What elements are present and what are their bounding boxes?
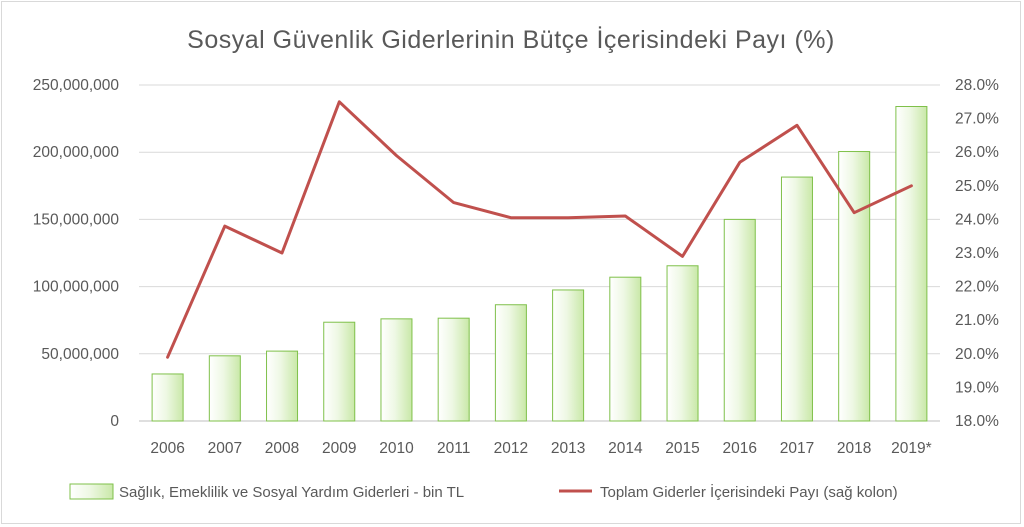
bar [895,106,928,422]
y-left-tick-label: 150,000,000 [33,211,120,228]
bar [380,318,413,422]
bar [838,151,871,422]
x-tick-label: 2018 [837,440,871,457]
y-right-tick-label: 25.0% [955,178,999,195]
x-tick-label: 2006 [150,440,184,457]
x-tick-label: 2016 [723,440,757,457]
y-left-tick-label: 250,000,000 [33,77,120,94]
x-tick-label: 2008 [265,440,299,457]
line-series [166,100,913,359]
y-left-tick-label: 100,000,000 [33,279,120,296]
bar [666,265,699,422]
bar [609,276,642,422]
bar [552,289,585,422]
x-tick-label: 2017 [780,440,814,457]
x-tick-label: 2012 [494,440,528,457]
gridlines [139,84,940,422]
y-right-tick-label: 27.0% [955,111,999,128]
y-right-tick-label: 24.0% [955,211,999,228]
x-tick-label: 2007 [208,440,242,457]
chart-title: Sosyal Güvenlik Giderlerinin Bütçe İçeri… [187,25,835,54]
bar [208,355,241,422]
y-right-tick-label: 26.0% [955,144,999,161]
bar [266,350,299,422]
x-tick-label: 2011 [437,440,470,457]
x-tick-label: 2015 [665,440,699,457]
x-tick-label: 2014 [608,440,643,457]
bar [723,218,756,422]
y-left-tick-label: 0 [110,413,119,430]
legend-bar-label: Sağlık, Emeklilik ve Sosyal Yardım Gider… [119,484,464,501]
bar [437,317,470,422]
y-left-tick-label: 200,000,000 [33,144,120,161]
y-right-tick-label: 19.0% [955,379,999,396]
y-right-tick-label: 22.0% [955,279,999,296]
legend: Sağlık, Emeklilik ve Sosyal Yardım Gider… [69,483,898,501]
y-right-tick-label: 21.0% [955,312,999,329]
x-axis: 2006 2007 2008 2009 2010 2011 2012 2013 2014 2015… [150,440,931,457]
x-tick-label: 2013 [551,440,585,457]
bar [323,321,356,422]
x-tick-label: 2010 [379,440,414,457]
y-right-tick-label: 18.0% [955,413,999,430]
y-right-tick-label: 23.0% [955,245,999,262]
bar [151,373,184,422]
x-tick-label: 2009 [322,440,356,457]
legend-bar-swatch [69,483,114,500]
line-path [166,100,913,359]
y-axis-right: 18.0% 19.0% 20.0% 21.0% 22.0% 23.0% 24.0% 25.0%… [955,77,999,430]
x-tick-label: 2019* [891,440,932,457]
legend-line-label: Toplam Giderler İçerisindeki Payı (sağ k… [600,483,898,501]
y-left-tick-label: 50,000,000 [41,346,119,363]
y-right-tick-label: 20.0% [955,346,999,363]
bar-series [151,106,928,422]
y-axis-left: 0 50,000,000 100,000,000 150,000,000 200,000… [33,77,120,430]
bar [494,304,527,422]
bar [780,176,813,422]
y-right-tick-label: 28.0% [955,77,999,94]
